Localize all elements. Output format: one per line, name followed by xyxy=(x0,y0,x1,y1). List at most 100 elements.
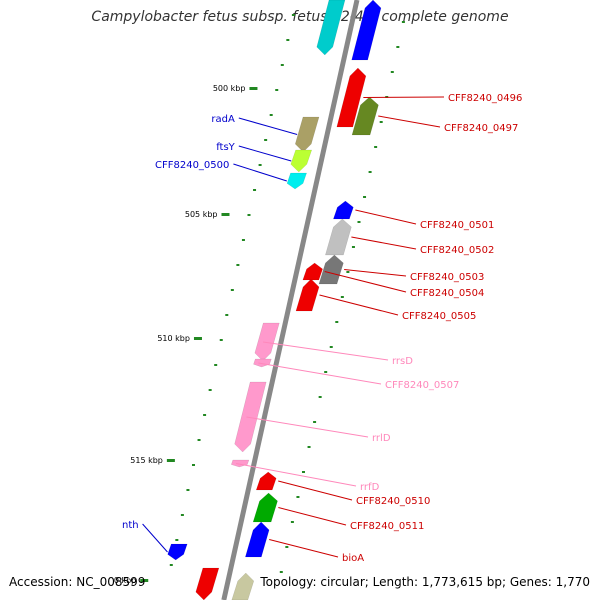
track-dot xyxy=(307,446,311,448)
label-leader xyxy=(258,362,382,385)
gene-arrow-g-0504[interactable] xyxy=(302,262,323,281)
scale-tick xyxy=(249,87,258,90)
gene-label-g-0504: CFF8240_0504 xyxy=(410,288,484,299)
gene-arrow-g-0502[interactable] xyxy=(325,218,352,256)
gene-arrow-g-bioA[interactable] xyxy=(245,521,270,558)
label-leader xyxy=(238,117,298,135)
backbone-line xyxy=(221,0,360,600)
gene-arrow-g-0511[interactable] xyxy=(252,492,278,523)
gene-label-g-rrfD: rrfD xyxy=(360,482,380,493)
gene-labels: CFF8240_0496 CFF8240_0497 radA ftsY CFF8240_… xyxy=(122,93,522,564)
track-dot xyxy=(208,389,212,391)
gene-arrow-g-ftsY[interactable] xyxy=(290,149,313,173)
gene-arrow-g-0496[interactable] xyxy=(336,67,367,128)
scale-tick-label: 510 kbp xyxy=(157,334,190,343)
label-leader xyxy=(263,341,389,361)
gene-arrow-g-radA[interactable] xyxy=(294,116,320,153)
track-dot xyxy=(285,546,289,548)
gene-arrow-g-top1[interactable] xyxy=(316,0,346,56)
gc-skew-dots xyxy=(169,14,405,573)
gene-label-g-0496: CFF8240_0496 xyxy=(448,93,522,104)
label-leader xyxy=(378,115,441,128)
label-leader xyxy=(236,463,357,487)
scale-tick-label: 505 kbp xyxy=(185,210,218,219)
scale-ticks: 500 kbp 505 kbp 510 kbp 515 kbp 0 kbp xyxy=(114,84,258,585)
track-dot xyxy=(175,539,179,541)
gene-label-g-0503: CFF8240_0503 xyxy=(410,272,484,283)
track-dot xyxy=(180,514,184,516)
label-leader xyxy=(319,294,399,316)
track-dot xyxy=(340,296,344,298)
gene-label-g-bioA: bioA xyxy=(342,553,364,564)
gene-arrow-g-0510[interactable] xyxy=(255,471,277,491)
track-dot xyxy=(230,289,234,291)
label-leader xyxy=(355,209,417,225)
label-leader xyxy=(278,507,347,526)
track-dot xyxy=(368,171,372,173)
label-leader xyxy=(351,236,417,250)
gene-label-g-0497: CFF8240_0497 xyxy=(444,123,518,134)
gene-label-g-0507: CFF8240_0507 xyxy=(385,380,459,391)
label-leader xyxy=(278,480,353,501)
track-dot xyxy=(269,114,273,116)
track-dot xyxy=(236,264,240,266)
track-dot xyxy=(290,521,294,523)
track-dot xyxy=(324,371,328,373)
gene-arrow-g-0500[interactable] xyxy=(286,172,307,190)
gene-arrow-g-0497[interactable] xyxy=(351,96,379,136)
scale-tick-label: 0 kbp xyxy=(114,576,136,585)
track-dot xyxy=(197,439,201,441)
track-dot xyxy=(241,239,245,241)
track-dot xyxy=(286,39,290,41)
track-dot xyxy=(264,139,268,141)
track-dot xyxy=(296,496,300,498)
track-dot xyxy=(258,164,262,166)
gene-features xyxy=(167,0,382,600)
scale-tick-label: 515 kbp xyxy=(130,456,163,465)
label-leader xyxy=(142,523,168,553)
gene-arrow-g-bot1[interactable] xyxy=(195,567,220,600)
gene-arrow-g-0501[interactable] xyxy=(333,200,354,220)
track-dot xyxy=(275,89,279,91)
genome-backbone xyxy=(221,0,360,600)
track-dot xyxy=(301,471,305,473)
gene-arrow-g-rrlD[interactable] xyxy=(234,381,267,453)
track-dot xyxy=(318,396,322,398)
track-dot xyxy=(279,571,283,573)
track-dot xyxy=(214,364,218,366)
track-dot xyxy=(329,346,333,348)
track-dot xyxy=(346,271,350,273)
track-dot xyxy=(186,489,190,491)
gene-label-g-rrsD: rrsD xyxy=(392,356,413,367)
scale-tick xyxy=(140,579,149,582)
track-dot xyxy=(203,414,207,416)
gene-arrow-g-0507[interactable] xyxy=(253,358,272,368)
label-leader xyxy=(363,96,445,98)
track-dot xyxy=(313,421,317,423)
track-dot xyxy=(396,46,400,48)
track-dot xyxy=(191,464,195,466)
gene-label-g-0502: CFF8240_0502 xyxy=(420,245,494,256)
gene-arrow-g-0505[interactable] xyxy=(295,278,320,312)
track-dot xyxy=(291,14,295,16)
label-leader xyxy=(344,269,407,277)
track-dot xyxy=(225,314,229,316)
track-dot xyxy=(247,214,251,216)
scale-tick xyxy=(166,459,175,462)
gene-arrow-g-bot2[interactable] xyxy=(231,572,255,600)
gene-arrow-g-top2[interactable] xyxy=(351,0,382,61)
gene-label-g-ftsY: ftsY xyxy=(216,142,235,153)
track-dot xyxy=(219,339,223,341)
gene-label-g-nth: nth xyxy=(122,520,139,531)
gene-label-g-0505: CFF8240_0505 xyxy=(402,311,476,322)
gene-arrow-g-rrfD[interactable] xyxy=(231,459,250,468)
gene-arrow-g-0503[interactable] xyxy=(318,254,344,285)
gene-arrow-g-nth[interactable] xyxy=(167,543,188,561)
label-leader xyxy=(233,163,287,182)
gene-arrow-g-rrsD[interactable] xyxy=(254,322,280,362)
scale-tick-label: 500 kbp xyxy=(213,84,246,93)
gene-label-g-0500: CFF8240_0500 xyxy=(155,160,229,171)
label-leader xyxy=(246,416,369,438)
track-dot xyxy=(253,189,257,191)
